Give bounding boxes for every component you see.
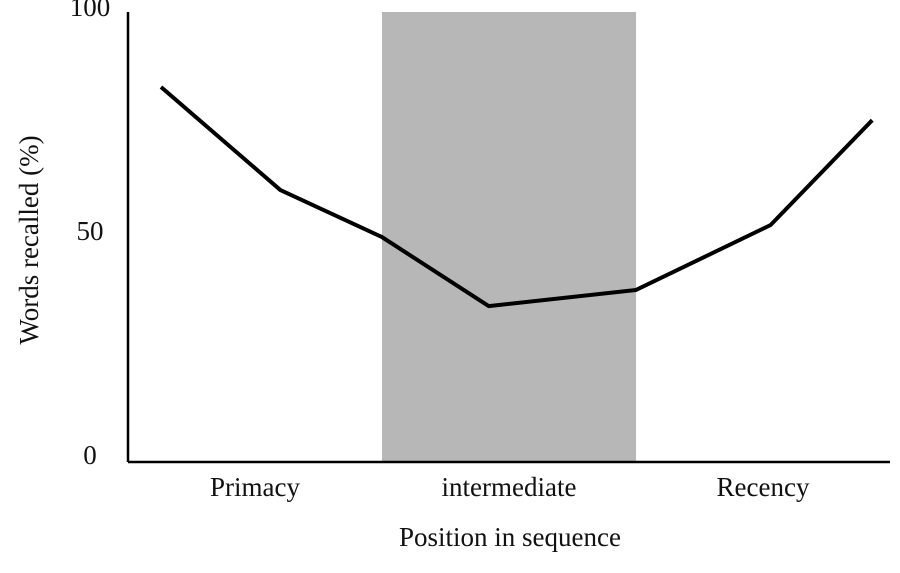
shaded-region	[382, 12, 636, 462]
data-line	[159, 85, 874, 309]
x-category-label: Primacy	[210, 472, 300, 502]
y-tick-label: 0	[83, 440, 97, 470]
y-tick-label: 100	[70, 0, 111, 22]
x-category-label: intermediate	[442, 472, 577, 502]
x-category-label: Recency	[717, 472, 810, 502]
y-tick-label: 50	[77, 216, 104, 246]
y-axis-label: Words recalled (%)	[14, 135, 44, 344]
x-axis-label: Position in sequence	[399, 522, 621, 552]
